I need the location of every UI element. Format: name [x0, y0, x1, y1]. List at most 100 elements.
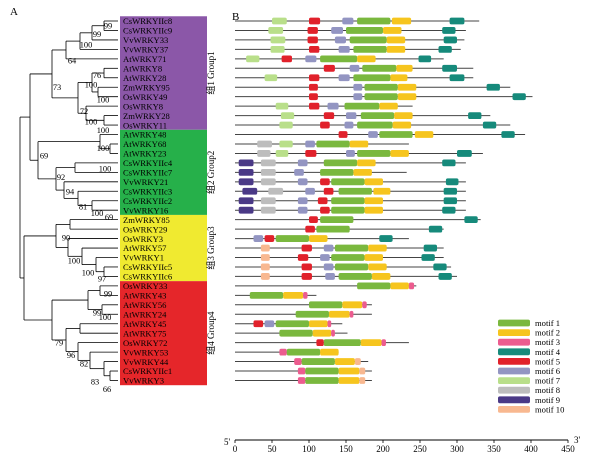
bootstrap-value: 100: [85, 80, 98, 89]
motif-box-7: [275, 102, 289, 110]
motif-box-1: [360, 112, 395, 119]
motif-box-7: [264, 74, 278, 82]
motif-box-10: [359, 377, 366, 384]
motif-box-2: [357, 55, 376, 63]
motif-box-6: [297, 206, 308, 214]
motif-box-9: [238, 206, 254, 214]
bootstrap-value: 90: [62, 234, 70, 243]
motif-row: [235, 150, 483, 157]
axis-tick-label: 100: [302, 444, 316, 454]
motif-box-3: [349, 310, 354, 318]
motif-box-2: [312, 329, 332, 337]
motif-box-5: [309, 83, 318, 91]
gene-labels: CsWRKYIIc8CsWRKYIIc9VvWRKY33VvWRKY37AtWR…: [123, 16, 173, 385]
legend-label: motif 2: [535, 328, 560, 338]
motif-box-6: [323, 244, 334, 252]
gene-label: AtWRKY45: [123, 319, 166, 329]
motif-box-6: [297, 197, 308, 205]
motif-row: [235, 197, 466, 205]
axis-tick-label: 400: [524, 444, 538, 454]
group-bar-2: [120, 129, 207, 215]
motif-box-10: [260, 263, 270, 271]
motif-box-5: [338, 131, 348, 138]
motif-row: [235, 64, 474, 72]
motif-box-7: [275, 150, 289, 157]
motif-box-1: [357, 282, 391, 290]
motif-box-2: [364, 254, 383, 261]
motif-box-2: [328, 310, 350, 318]
gene-label: OsWRKY72: [123, 338, 167, 348]
motif-box-5: [305, 225, 315, 233]
motif-box-4: [443, 197, 457, 205]
group-bar-1: [120, 16, 207, 130]
legend-swatch: [498, 348, 530, 356]
motif-box-6: [353, 93, 363, 101]
motif-box-4: [433, 263, 447, 271]
group-label: 组2 Group2: [205, 151, 216, 194]
motif-row: [235, 121, 511, 129]
motif-row: [235, 159, 466, 167]
motif-box-1: [334, 263, 369, 271]
motif-box-3: [297, 377, 306, 384]
motif-box-1: [275, 235, 309, 242]
bootstrap-value: 100: [82, 269, 95, 278]
motif-box-2: [353, 168, 372, 176]
motif-row: [235, 83, 511, 91]
motif-box-5: [309, 102, 320, 110]
motif-box-1: [357, 150, 391, 157]
bootstrap-value: 69: [40, 151, 48, 160]
legend-swatch: [498, 329, 530, 336]
bootstrap-value: 96: [67, 351, 75, 360]
axis-tick-label: 250: [413, 444, 427, 454]
motif-box-2: [386, 45, 406, 53]
motif-box-1: [346, 27, 383, 34]
gene-label: AtWRKY75: [123, 328, 166, 338]
gene-label: CsWRKYIIc7: [123, 168, 173, 178]
motif-row: [235, 140, 409, 148]
bootstrap-value: 73: [53, 83, 61, 92]
motif-box-3: [408, 282, 415, 290]
motif-box-2: [386, 36, 406, 44]
motif-box-4: [379, 235, 393, 242]
motif-row: [235, 358, 369, 365]
motif-box-4: [442, 206, 456, 214]
group-labels: 组1 Group1 组2 Group2 组3 Group3 组4 Group4: [205, 51, 216, 354]
motif-box-6: [327, 102, 339, 110]
motif-row: [235, 291, 317, 299]
bootstrap-value: 100: [85, 117, 98, 126]
motif-box-9: [238, 168, 254, 176]
motif-row: [235, 263, 452, 271]
legend-swatch: [498, 319, 530, 327]
axis-tick-label: 300: [450, 444, 464, 454]
motif-box-1: [279, 329, 313, 337]
motif-box-2: [334, 358, 355, 365]
motif-box-6: [368, 131, 378, 138]
motif-box-2: [338, 377, 360, 384]
gene-label: VvWRKY53: [123, 347, 168, 357]
bootstrap-value: 72: [80, 107, 88, 116]
motif-box-8: [260, 168, 276, 176]
legend-label: motif 3: [535, 337, 560, 347]
motif-box-6: [325, 273, 335, 280]
gene-label: OsWRKY33: [123, 281, 167, 291]
bootstrap-value: 99: [93, 30, 101, 39]
motif-box-6: [264, 320, 275, 328]
motif-box-7: [246, 55, 260, 63]
motif-box-4: [443, 36, 457, 44]
gene-label: AtWRKY48: [123, 130, 166, 140]
motif-box-7: [270, 36, 286, 44]
motif-box-1: [286, 348, 321, 356]
motif-box-2: [394, 112, 413, 119]
gene-label: AtWRKY28: [123, 73, 166, 83]
legend-label: motif 1: [535, 318, 560, 328]
motif-box-6: [294, 168, 304, 176]
motif-row: [235, 93, 533, 101]
motif-box-6: [338, 74, 350, 82]
motif-box-1: [353, 45, 387, 53]
motif-row: [235, 225, 444, 233]
motif-box-2: [390, 150, 409, 157]
legend-label: motif 5: [535, 356, 560, 366]
legend-label: motif 9: [535, 395, 560, 405]
gene-label: VvWRKY21: [123, 177, 168, 187]
